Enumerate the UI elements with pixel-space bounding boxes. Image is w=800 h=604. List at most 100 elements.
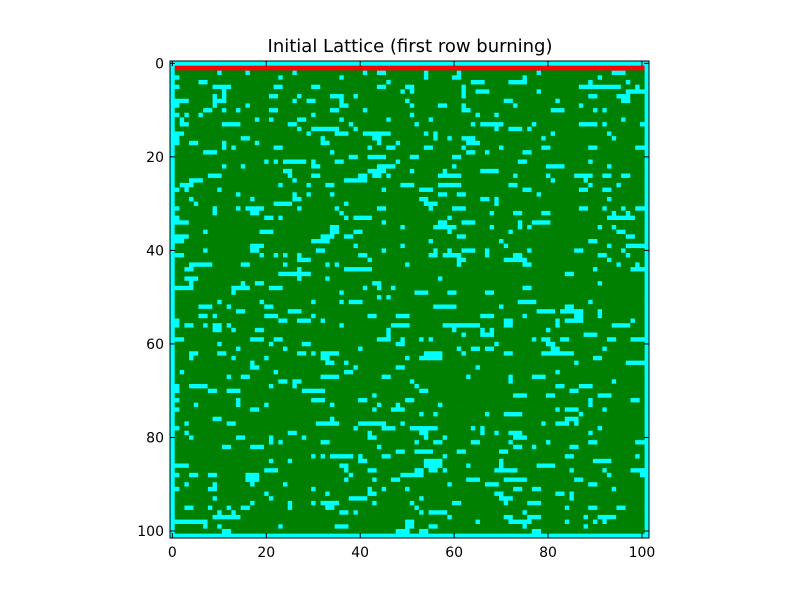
tree-cell [259,407,265,413]
tree-cell [550,145,589,151]
tree-cell [296,121,349,127]
tree-cell [540,75,565,81]
tree-cell [268,159,274,165]
tree-cell [296,346,302,352]
tree-cell [334,505,354,511]
tree-cell [583,393,598,399]
tree-cell [625,196,645,202]
tree-cell [559,154,565,160]
tree-cell [602,75,617,81]
tree-cell [310,519,349,525]
tree-cell [418,439,429,445]
tree-cell [287,285,298,291]
tree-cell [569,168,593,174]
tree-cell [226,205,237,211]
tree-cell [174,126,190,132]
tree-cell [400,248,434,254]
tree-cell [301,486,312,492]
tree-cell [625,379,645,384]
tree-cell [625,411,645,417]
tree-cell [432,238,438,244]
tree-cell [226,154,283,160]
tree-cell [198,89,204,95]
tree-cell [278,210,284,216]
tree-cell [371,481,401,487]
tree-cell [216,393,251,399]
tree-cell [418,243,443,249]
tree-cell [357,523,377,529]
tree-cell [386,262,392,268]
tree-cell [216,140,222,146]
tree-cell [540,458,546,464]
tree-cell [489,149,509,155]
tree-cell [484,327,490,333]
tree-cell [432,266,438,272]
tree-cell [268,369,274,375]
tree-cell [174,379,208,384]
tree-cell [400,234,420,240]
tree-cell [531,402,589,408]
tree-cell [376,435,382,441]
tree-cell [592,308,598,314]
tree-cell [456,163,467,169]
tree-cell [498,388,509,394]
tree-cell [179,313,190,319]
tree-cell [597,439,636,445]
tree-cell [390,173,424,179]
tree-cell [625,75,645,81]
tree-cell [484,425,495,431]
tree-cell [540,173,546,179]
tree-cell [386,154,410,160]
tree-cell [357,477,363,483]
tree-cell [174,149,194,155]
tree-cell [282,514,302,520]
tree-cell [329,449,377,455]
tree-cell [240,449,260,455]
tree-cell [569,182,589,188]
tree-cell [461,154,532,160]
tree-cell [212,220,218,225]
tree-cell [301,262,307,268]
tree-cell [371,248,377,254]
tree-cell [404,407,424,413]
tree-cell [371,121,377,127]
tree-cell [540,495,546,501]
tree-cell [254,402,265,408]
tree-cell [578,215,589,221]
tree-cell [395,304,429,310]
tree-cell [625,84,636,90]
tree-cell [198,421,204,427]
tree-cell [395,89,401,95]
tree-cell [634,449,645,455]
tree-cell [343,290,401,296]
tree-cell [578,276,603,282]
tree-cell [620,210,626,216]
tree-cell [404,89,410,95]
tree-cell [343,308,363,314]
tree-cell [550,528,579,534]
tree-cell [559,234,603,240]
tree-cell [620,103,645,109]
tree-cell [216,191,227,197]
tree-cell [367,280,373,286]
tree-cell [174,411,180,417]
tree-cell [494,360,542,366]
tree-cell [249,290,288,296]
tree-cell [489,238,500,244]
tree-cell [447,103,457,109]
tree-cell [362,248,373,254]
tree-cell [494,336,504,342]
tree-cell [386,421,401,427]
tree-cell [235,243,241,249]
tree-cell [606,107,631,113]
tree-cell [202,215,222,221]
tree-cell [362,514,377,520]
tree-cell [611,444,645,450]
tree-cell [508,500,518,506]
tree-cell [240,234,255,240]
tree-cell [240,229,246,235]
tree-cell [259,355,265,361]
tree-cell [409,276,438,282]
tree-cell [602,177,612,183]
tree-cell [447,168,462,174]
